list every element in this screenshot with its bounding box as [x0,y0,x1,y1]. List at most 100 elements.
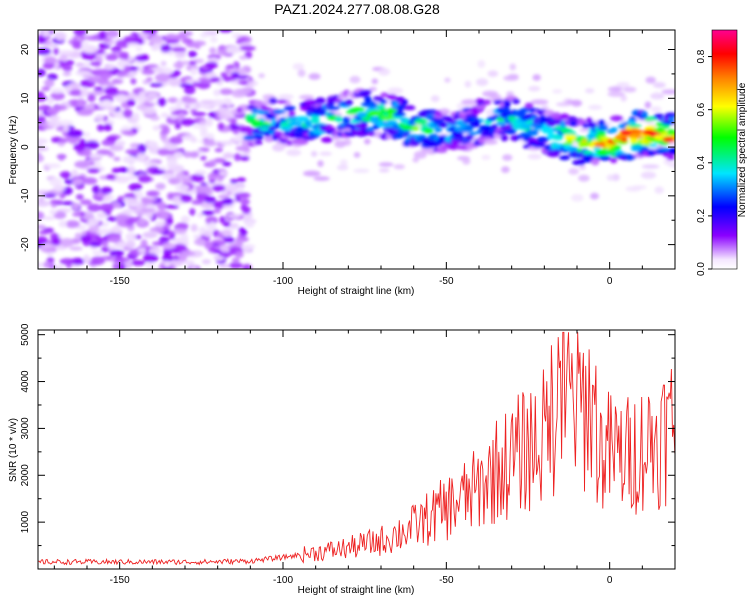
noise-blob [112,262,120,269]
noise-blob [138,217,146,225]
noise-blob [142,231,158,239]
noise-blob [150,45,160,51]
ridge-blob [559,155,570,161]
noise-blob [140,197,151,203]
noise-blob [46,107,59,116]
noise-blob [175,172,186,180]
ridge-blob [310,117,320,124]
y-tick-label: 4000 [20,370,31,393]
noise-blob [188,60,197,65]
noise-blob [151,169,166,175]
faint-blob [371,78,378,85]
faint-blob [579,127,591,133]
noise-blob [230,118,237,125]
ridge-blob [326,106,340,111]
noise-blob [205,216,218,225]
noise-blob [210,76,221,83]
noise-blob [132,112,140,121]
faint-blob [476,78,489,86]
faint-blob [319,151,332,156]
x-tick-label: -50 [439,575,454,586]
noise-blob [205,118,213,127]
noise-blob [135,54,149,62]
faint-blob [501,166,510,174]
noise-blob [47,97,54,105]
noise-blob [87,168,100,174]
ridge-blob [387,120,396,126]
noise-blob [105,106,118,111]
faint-blob [349,75,361,84]
noise-blob [180,233,189,242]
noise-blob [102,196,111,202]
faint-blob [481,154,491,160]
ridge-blob [612,145,622,151]
ridge-blob [483,99,491,105]
noise-blob [47,120,62,127]
noise-blob [58,153,65,161]
ridge-blob [455,144,469,150]
x-tick-label: 0 [607,276,613,287]
ridge-blob [479,104,487,109]
noise-blob [54,31,67,41]
noise-blob [156,201,167,211]
noise-blob [59,238,75,247]
noise-blob [100,81,116,87]
ridge-blob [276,99,288,104]
spectrogram-y-ticks: 20 10 0 -10 -20 [20,44,675,252]
noise-blob [75,70,91,76]
noise-blob [45,163,61,169]
noise-blob [83,148,92,158]
noise-blob [49,209,57,215]
faint-blob [530,99,549,105]
ridge-blob [283,105,296,112]
noise-blob [98,30,108,39]
noise-blob [102,37,111,42]
noise-blob [133,95,142,101]
noise-blob [142,253,159,263]
ridge-blob [625,154,635,160]
noise-blob [219,88,234,95]
ridge-blob [598,155,612,161]
noise-blob [38,230,50,235]
ridge-blob [505,128,517,135]
snr-y-label: SNR (10 * v/v) [8,418,19,482]
noise-blob [111,46,122,53]
ridge-blob [629,129,644,134]
noise-blob [115,175,130,184]
noise-blob [193,234,202,239]
ridge-blob [591,158,600,166]
colorbar-tick-label: 0.6 [696,102,707,116]
noise-blob [184,85,196,95]
ridge-blob [242,135,257,141]
ridge-blob [552,133,564,141]
noise-blob [183,260,195,266]
noise-blob [124,65,131,74]
spectrogram-panel: -150 -100 -50 0 20 10 0 -10 -20 Height of strai… [8,29,676,297]
ridge-blob [526,129,539,136]
noise-blob [115,214,130,222]
noise-blob [194,170,207,176]
noise-blob [115,140,126,146]
ridge-blob [414,118,428,125]
y-tick-label: 10 [20,92,31,104]
ridge-blob [318,110,327,116]
noise-blob [208,221,216,230]
noise-blob [160,112,169,118]
noise-blob [69,246,83,251]
ridge-peak [401,124,414,131]
snr-x-ticks: -150 -100 -50 0 [53,330,676,586]
noise-blob [141,68,156,75]
noise-blob [116,242,126,249]
noise-blob [152,66,164,73]
noise-blob [112,225,121,234]
faint-blob [509,63,517,71]
noise-blob [166,192,174,200]
noise-blob [183,151,192,158]
ridge-peak [642,129,655,136]
noise-blob [42,30,50,37]
faint-blob [640,171,657,179]
ridge-blob [531,122,544,129]
colorbar-label: Normalized spectral amplitude [737,82,748,217]
ridge-blob [296,116,310,122]
noise-blob [126,99,136,107]
